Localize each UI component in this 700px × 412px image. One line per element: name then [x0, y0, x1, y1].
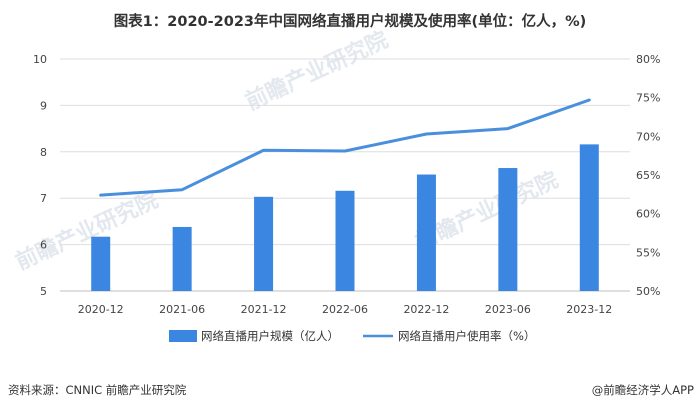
right-axis-tick-label: 55%	[636, 246, 660, 259]
right-axis-tick-label: 50%	[636, 285, 660, 298]
legend-bar-label: 网络直播用户规模（亿人）	[201, 329, 339, 343]
x-axis-tick-label: 2021-06	[159, 303, 205, 316]
line-series	[99, 98, 591, 197]
left-axis-tick-label: 8	[40, 146, 47, 159]
left-axis-tick-label: 7	[40, 192, 47, 205]
right-axis-tick-label: 70%	[636, 130, 660, 143]
x-axis-tick-label: 2023-12	[566, 303, 612, 316]
chart-title: 图表1：2020-2023年中国网络直播用户规模及使用率(单位：亿人，%)	[114, 12, 587, 30]
bar	[254, 196, 274, 291]
x-axis-tick-label: 2022-06	[322, 303, 368, 316]
bar	[172, 226, 192, 291]
bar-series	[91, 144, 599, 291]
legend: 网络直播用户规模（亿人） 网络直播用户使用率（%）	[169, 329, 535, 343]
left-axis-tick-label: 5	[40, 285, 47, 298]
watermark: 前瞻产业研究院	[242, 27, 393, 116]
brand-note: @前瞻经济学人APP	[592, 383, 694, 397]
left-axis-tick-label: 10	[33, 53, 47, 66]
source-note: 资料来源：CNNIC 前瞻产业研究院	[8, 383, 187, 397]
usage-rate-line	[99, 98, 591, 197]
bar	[498, 168, 518, 291]
left-axis-tick-label: 6	[40, 239, 47, 252]
bar	[579, 144, 599, 291]
right-axis-tick-label: 75%	[636, 92, 660, 105]
bar	[91, 236, 111, 291]
bar	[335, 190, 355, 291]
left-axis-tick-label: 9	[40, 99, 47, 112]
right-axis-ticks: 50% 55% 60% 65% 70% 75% 80%	[636, 53, 660, 298]
legend-line-label: 网络直播用户使用率（%）	[398, 329, 535, 343]
x-axis-tick-label: 2023-06	[485, 303, 531, 316]
right-axis-tick-label: 65%	[636, 169, 660, 182]
x-axis-tick-label: 2020-12	[78, 303, 124, 316]
legend-bar-swatch	[169, 330, 197, 342]
right-axis-tick-label: 80%	[636, 53, 660, 66]
bar	[416, 174, 436, 291]
watermark: 前瞻产业研究院	[12, 187, 163, 276]
x-axis-tick-label: 2022-12	[403, 303, 449, 316]
left-axis-ticks: 5 6 7 8 9 10	[33, 53, 47, 298]
x-axis-tick-label: 2021-12	[241, 303, 287, 316]
right-axis-tick-label: 60%	[636, 208, 660, 221]
x-axis-ticks: 2020-12 2021-06 2021-12 2022-06 2022-12 2023-…	[78, 303, 613, 316]
